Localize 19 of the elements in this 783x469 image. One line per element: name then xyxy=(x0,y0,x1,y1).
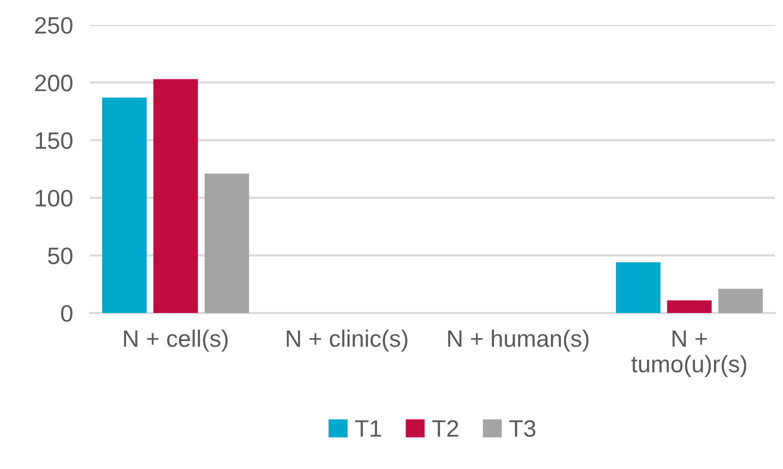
y-tick-label: 200 xyxy=(35,74,72,92)
bar xyxy=(718,288,763,313)
bar xyxy=(153,79,198,313)
y-tick-label: 150 xyxy=(36,132,72,149)
x-tick-label: N + clinic(s) xyxy=(286,330,408,352)
y-tick-label: 50 xyxy=(48,247,72,264)
legend-label: T1 xyxy=(355,420,381,437)
legend-label: T3 xyxy=(509,420,536,437)
bar xyxy=(204,174,250,313)
bar xyxy=(102,98,147,313)
y-tick-label: 0 xyxy=(61,305,72,322)
x-tick-label: N + cell(s) xyxy=(124,330,228,352)
legend-label: T2 xyxy=(432,420,458,437)
bar xyxy=(616,262,660,313)
y-tick-label: 100 xyxy=(36,190,72,207)
bar xyxy=(667,300,712,313)
y-tick-label: 250 xyxy=(35,17,72,34)
x-tick-label: N + tumo(u)r(s) xyxy=(631,330,746,378)
x-tick-label: N + human(s) xyxy=(448,330,589,352)
